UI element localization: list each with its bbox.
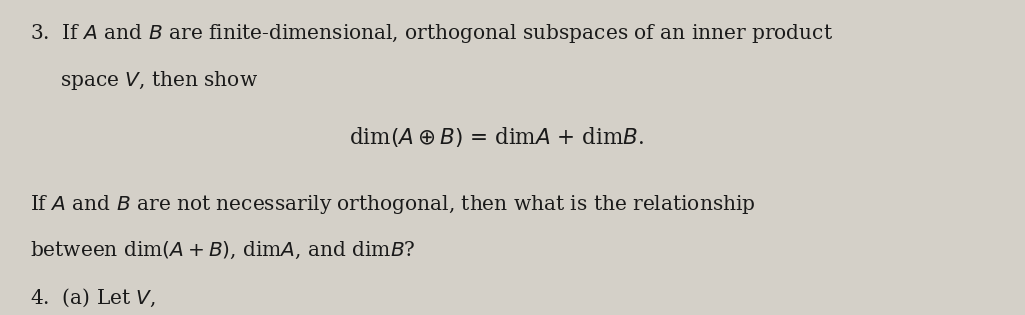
Text: 4.  (a) Let $V$,: 4. (a) Let $V$,	[30, 287, 156, 309]
Text: space $V$, then show: space $V$, then show	[59, 69, 257, 92]
Text: dim$(A \oplus B)$ = dim$A$ + dim$B$.: dim$(A \oplus B)$ = dim$A$ + dim$B$.	[348, 125, 644, 149]
Text: between dim$(A + B)$, dim$A$, and dim$B$?: between dim$(A + B)$, dim$A$, and dim$B$…	[30, 240, 415, 261]
Text: 3.  If $A$ and $B$ are finite-dimensional, orthogonal subspaces of an inner prod: 3. If $A$ and $B$ are finite-dimensional…	[30, 22, 833, 45]
Text: If $A$ and $B$ are not necessarily orthogonal, then what is the relationship: If $A$ and $B$ are not necessarily ortho…	[30, 193, 755, 216]
